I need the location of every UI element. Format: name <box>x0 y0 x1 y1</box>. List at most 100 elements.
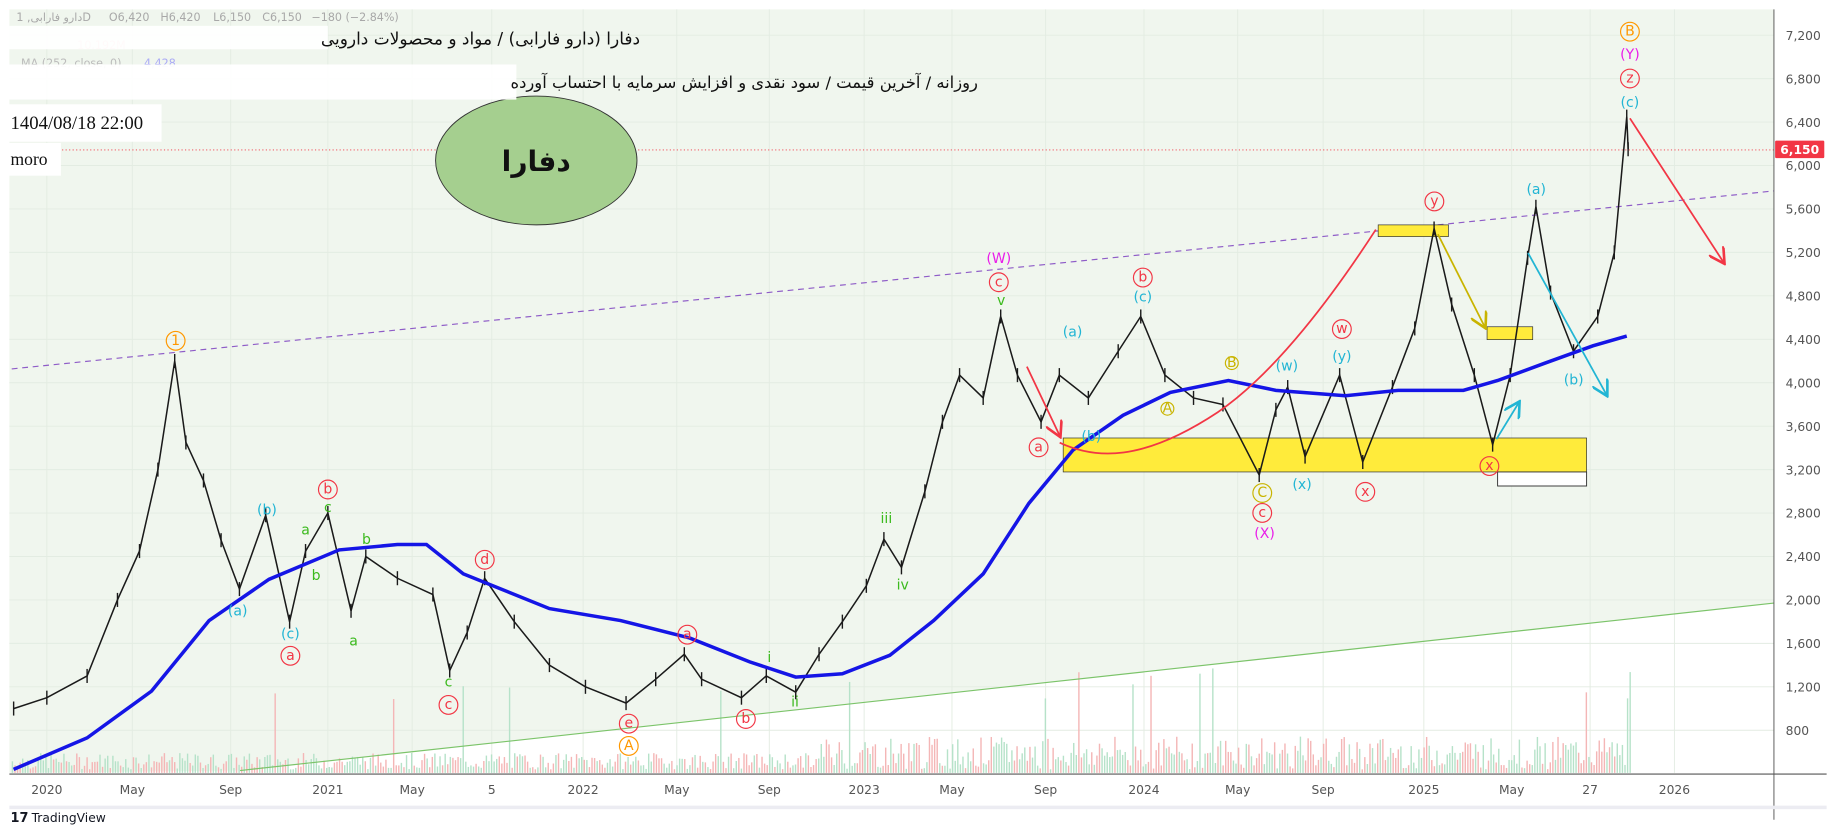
wave-label[interactable]: d <box>480 552 489 568</box>
yellow-zone-mid[interactable] <box>1486 326 1534 340</box>
red-curve-arrow[interactable] <box>1059 229 1377 455</box>
volume-bar <box>1340 739 1343 773</box>
volume-bar <box>1165 748 1168 773</box>
yellow-zone-main[interactable] <box>1062 437 1587 473</box>
wave-label[interactable]: a <box>286 648 295 664</box>
volume-bar <box>655 754 658 773</box>
volume-bar <box>1188 769 1191 773</box>
wave-label[interactable]: (b) <box>257 503 277 519</box>
volume-bar <box>403 767 405 773</box>
red-arrow-down-left[interactable] <box>1026 366 1060 436</box>
wave-label[interactable]: z <box>1626 71 1633 87</box>
volume-bar <box>861 750 864 773</box>
cyan-arrow-up[interactable] <box>1495 403 1518 440</box>
volume-bar <box>310 759 312 773</box>
dashed-trendline[interactable] <box>11 190 1775 370</box>
wave-label[interactable]: 1 <box>171 333 180 349</box>
volume-bar <box>599 760 601 773</box>
wave-label[interactable]: b <box>323 482 332 498</box>
tradingview-logo[interactable]: 17 TradingView <box>11 811 106 826</box>
wave-label[interactable]: b <box>741 711 750 727</box>
wave-label[interactable]: (c) <box>1621 95 1640 111</box>
red-arrow-projection[interactable] <box>1629 117 1724 262</box>
volume-bar <box>465 761 467 773</box>
volume-bar <box>454 760 457 773</box>
wave-label[interactable]: (b) <box>1564 373 1584 389</box>
wave-label[interactable]: c <box>445 675 453 691</box>
cyan-arrow-down[interactable] <box>1527 252 1606 395</box>
wave-label[interactable]: c <box>995 274 1003 290</box>
wave-label[interactable]: (b) <box>1081 429 1101 445</box>
wave-label[interactable]: (x) <box>1292 477 1311 493</box>
volume-bar <box>436 766 439 773</box>
wave-label[interactable]: iii <box>881 511 893 527</box>
wave-label[interactable]: a <box>683 627 692 643</box>
wave-label[interactable]: w <box>1336 321 1348 337</box>
wave-label[interactable]: B <box>1625 24 1635 40</box>
wave-label[interactable]: x <box>1485 458 1493 474</box>
time-axis-labels: 2020 May Sep 2021 May 5 2022 May Sep 2023 May Sep 20… <box>31 783 1690 797</box>
volume-bar <box>173 762 176 773</box>
volume-bar <box>1547 769 1549 773</box>
wave-label[interactable]: (X) <box>1254 526 1275 542</box>
symbol-ellipse[interactable] <box>435 95 638 226</box>
volume-bar <box>1206 753 1209 773</box>
volume-bar <box>114 761 117 773</box>
wave-label[interactable]: a <box>301 522 310 538</box>
price-axis[interactable] <box>1775 9 1827 773</box>
volume-bar <box>1065 761 1067 773</box>
wave-label[interactable]: A <box>1163 401 1173 417</box>
wave-label[interactable]: B <box>1227 355 1237 371</box>
wave-label[interactable]: (Y) <box>1620 47 1640 63</box>
wave-label[interactable]: (y) <box>1332 349 1351 365</box>
wave-label[interactable]: ii <box>791 695 799 711</box>
wave-label[interactable]: b <box>312 568 321 584</box>
volume-bar <box>727 756 730 773</box>
volume-bar <box>1243 767 1245 773</box>
y-tick-label: 2,000 <box>1786 594 1821 608</box>
volume-bar <box>1250 756 1253 773</box>
wave-label[interactable]: x <box>1361 484 1369 500</box>
wave-label[interactable]: (W) <box>986 251 1011 267</box>
wave-label[interactable]: iv <box>897 578 909 594</box>
volume-bar <box>1446 754 1448 773</box>
wave-label[interactable]: a <box>1034 439 1043 455</box>
volume-bar <box>344 765 346 773</box>
yellow-zone-top[interactable] <box>1377 224 1449 237</box>
volume-bar <box>990 736 993 773</box>
volume-bar <box>890 738 892 773</box>
volume-bar <box>1474 744 1477 773</box>
volume-bar <box>1477 751 1479 773</box>
wave-label[interactable]: b <box>1138 270 1147 286</box>
white-zone[interactable] <box>1497 471 1588 487</box>
wave-label[interactable]: C <box>1257 485 1267 501</box>
volume-bar <box>1302 755 1304 773</box>
volume-bar <box>1155 750 1157 773</box>
wave-label[interactable]: (c) <box>281 627 300 643</box>
wave-label[interactable]: v <box>997 293 1005 309</box>
wave-label[interactable]: c <box>445 697 453 713</box>
wave-label[interactable]: i <box>767 650 771 666</box>
volume-bar <box>691 757 694 773</box>
wave-label[interactable]: e <box>624 716 633 732</box>
wave-label[interactable]: (w) <box>1276 359 1298 375</box>
volume-bar <box>1078 672 1080 773</box>
olive-arrow[interactable] <box>1437 233 1485 327</box>
wave-label[interactable]: c <box>1258 505 1266 521</box>
volume-bar <box>1291 768 1294 773</box>
wave-label[interactable]: A <box>624 738 634 754</box>
support-trendline[interactable] <box>239 602 1775 772</box>
wave-label[interactable]: (a) <box>1063 325 1083 341</box>
wave-label[interactable]: y <box>1430 193 1438 209</box>
wave-label[interactable]: (c) <box>1133 289 1152 305</box>
wave-label[interactable]: (a) <box>228 603 248 619</box>
wave-label[interactable]: b <box>362 532 371 548</box>
legend-symbol: دارو فارابی, 1D <box>16 11 91 24</box>
wave-label[interactable]: (a) <box>1526 182 1546 198</box>
wave-label[interactable]: a <box>349 634 358 650</box>
x-tick-label: May <box>399 783 424 797</box>
volume-bar <box>900 743 902 773</box>
wave-label[interactable]: c <box>324 500 332 516</box>
volume-bar <box>1049 769 1052 773</box>
